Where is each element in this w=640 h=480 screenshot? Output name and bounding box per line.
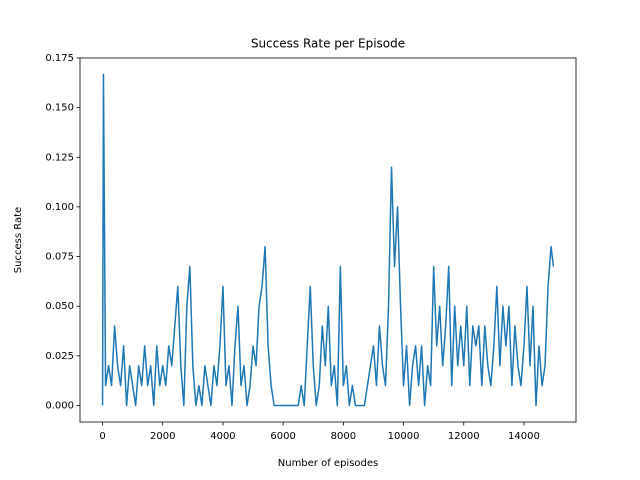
x-axis-label: Number of episodes (278, 458, 378, 469)
y-tick-label: 0.125 (45, 152, 74, 163)
plot-frame (79, 57, 577, 423)
y-tick-label: 0.175 (45, 53, 74, 64)
chart-title: Success Rate per Episode (251, 37, 405, 51)
y-axis-label: Success Rate (13, 207, 24, 273)
y-tick-label: 0.025 (45, 351, 74, 362)
y-tick-label: 0.000 (45, 400, 74, 411)
x-tick-label: 10000 (388, 431, 420, 442)
x-tick-label: 8000 (331, 431, 356, 442)
y-tick-label: 0.050 (45, 301, 74, 312)
y-tick-label: 0.150 (45, 103, 74, 114)
x-tick-label: 6000 (270, 431, 295, 442)
x-tick-label: 0 (99, 431, 105, 442)
y-tick-label: 0.100 (45, 202, 74, 213)
y-tick-label: 0.075 (45, 252, 74, 263)
x-tick-label: 2000 (150, 431, 175, 442)
x-tick-label: 12000 (448, 431, 480, 442)
x-tick-label: 4000 (210, 431, 235, 442)
data-line (101, 73, 555, 407)
x-tick-label: 14000 (508, 431, 540, 442)
